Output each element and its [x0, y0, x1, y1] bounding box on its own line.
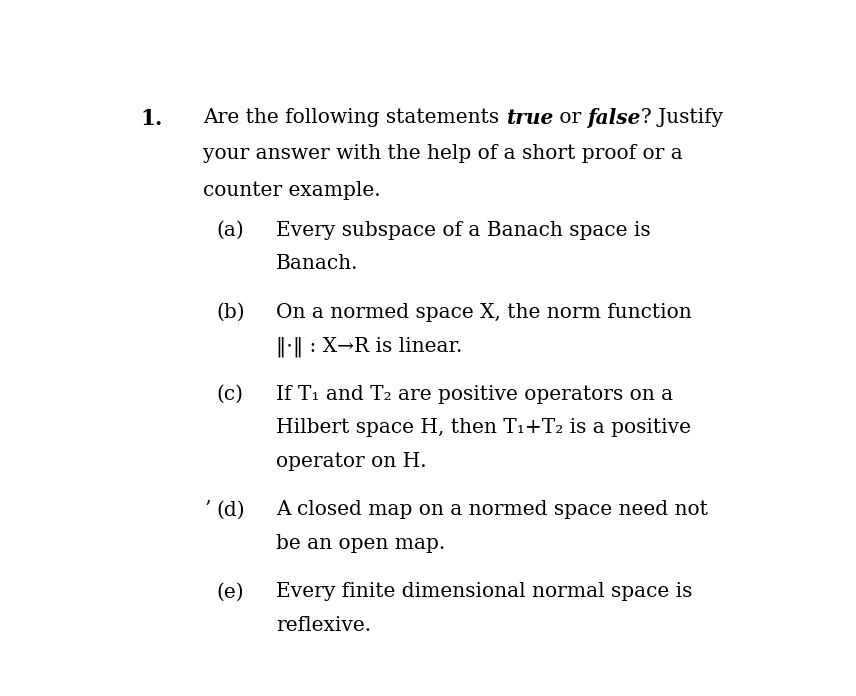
Text: Every subspace of a Banach space is: Every subspace of a Banach space is — [276, 221, 651, 239]
Text: If T₁ and T₂ are positive operators on a: If T₁ and T₂ are positive operators on a — [276, 385, 674, 404]
Text: be an open map.: be an open map. — [276, 534, 445, 553]
Text: your answer with the help of a short proof or a: your answer with the help of a short pro… — [203, 144, 683, 163]
Text: Hilbert space H, then T₁+T₂ is a positive: Hilbert space H, then T₁+T₂ is a positiv… — [276, 418, 691, 437]
Text: (c): (c) — [217, 385, 243, 404]
Text: (e): (e) — [217, 583, 244, 601]
Text: operator on H.: operator on H. — [276, 452, 427, 471]
Text: counter example.: counter example. — [203, 180, 381, 200]
Text: reflexive.: reflexive. — [276, 616, 372, 635]
Text: ’: ’ — [205, 500, 211, 519]
Text: Every finite dimensional normal space is: Every finite dimensional normal space is — [276, 583, 693, 601]
Text: ? Justify: ? Justify — [641, 108, 723, 127]
Text: A closed map on a normed space need not: A closed map on a normed space need not — [276, 500, 708, 519]
Text: (d): (d) — [217, 500, 245, 519]
Text: Banach.: Banach. — [276, 254, 359, 274]
Text: ‖⋅‖ : X→R is linear.: ‖⋅‖ : X→R is linear. — [276, 336, 462, 357]
Text: (b): (b) — [217, 303, 245, 322]
Text: false: false — [587, 108, 641, 127]
Text: On a normed space X, the norm function: On a normed space X, the norm function — [276, 303, 692, 322]
Text: 1.: 1. — [140, 108, 163, 129]
Text: or: or — [553, 108, 587, 127]
Text: (a): (a) — [217, 221, 244, 239]
Text: Are the following statements: Are the following statements — [203, 108, 506, 127]
Text: true: true — [506, 108, 553, 127]
